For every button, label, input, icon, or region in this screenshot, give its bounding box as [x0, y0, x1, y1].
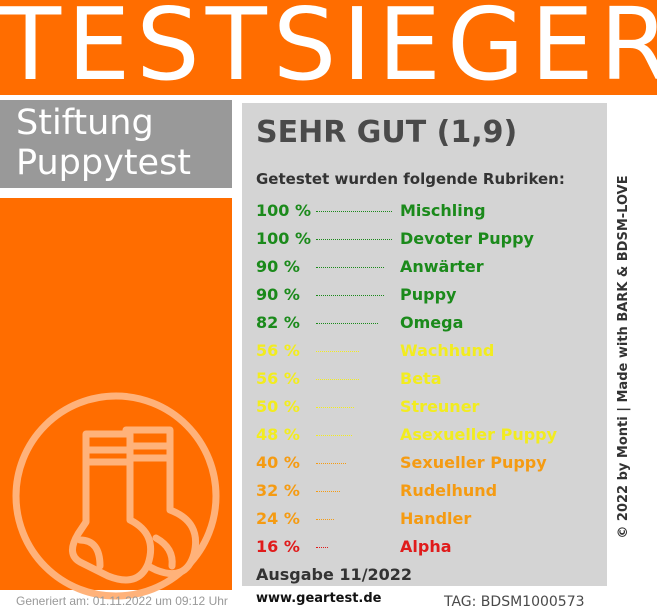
brand-name-line2: Puppytest — [16, 143, 192, 183]
rubric-category: Streuner — [400, 397, 480, 416]
rubric-category: Rudelhund — [400, 481, 498, 500]
rubric-category: Devoter Puppy — [400, 229, 534, 248]
rubric-leader-line — [316, 351, 359, 352]
rubric-category: Beta — [400, 369, 442, 388]
rubric-leader-line — [316, 519, 334, 520]
results-panel — [242, 103, 607, 586]
rubric-percent: 48 % — [256, 425, 300, 444]
brand-name-line1: Stiftung — [16, 103, 154, 143]
rubric-percent: 32 % — [256, 481, 300, 500]
rubric-category: Puppy — [400, 285, 457, 304]
rubric-category: Handler — [400, 509, 472, 528]
rubric-leader-line — [316, 407, 354, 408]
rubric-percent: 16 % — [256, 537, 300, 556]
rubric-percent: 40 % — [256, 453, 300, 472]
rubric-percent: 56 % — [256, 341, 300, 360]
rubric-leader-line — [316, 295, 384, 296]
rubric-category: Sexueller Puppy — [400, 453, 547, 472]
rubric-leader-line — [316, 211, 392, 212]
tag-id: TAG: BDSM1000573 — [444, 594, 585, 610]
rubric-percent: 50 % — [256, 397, 300, 416]
rubric-percent: 24 % — [256, 509, 300, 528]
grade-title: SEHR GUT (1,9) — [256, 115, 518, 150]
socks-icon — [12, 392, 220, 600]
rubrics-subtitle: Getestet wurden folgende Rubriken: — [256, 170, 565, 188]
rubric-leader-line — [316, 547, 328, 548]
rubric-percent: 90 % — [256, 257, 300, 276]
brand-box — [0, 100, 232, 188]
copyright-credit: © 2022 by Monti | Made with BARK & BDSM-… — [616, 175, 631, 539]
credit-column: © 2022 by Monti | Made with BARK & BDSM-… — [612, 103, 636, 611]
website: www.geartest.de — [256, 591, 382, 606]
rubric-category: Wachhund — [400, 341, 495, 360]
banner: TESTSIEGER — [0, 0, 657, 103]
rubric-percent: 56 % — [256, 369, 300, 388]
rubric-leader-line — [316, 463, 346, 464]
rubric-category: Omega — [400, 313, 464, 332]
banner-title: TESTSIEGER — [0, 0, 657, 103]
rubric-category: Anwärter — [400, 257, 484, 276]
edition: Ausgabe 11/2022 — [256, 565, 413, 584]
rubric-percent: 100 % — [256, 201, 311, 220]
rubric-percent: 100 % — [256, 229, 311, 248]
rubric-leader-line — [316, 435, 352, 436]
rubric-category: Mischling — [400, 201, 486, 220]
rubric-percent: 82 % — [256, 313, 300, 332]
generated-date: Generiert am: 01.11.2022 um 09:12 Uhr — [16, 594, 228, 608]
rubric-percent: 90 % — [256, 285, 300, 304]
rubric-leader-line — [316, 239, 392, 240]
rubric-leader-line — [316, 323, 378, 324]
rubric-leader-line — [316, 267, 384, 268]
rubric-category: Asexueller Puppy — [400, 425, 558, 444]
rubric-leader-line — [316, 491, 340, 492]
rubric-category: Alpha — [400, 537, 452, 556]
rubric-leader-line — [316, 379, 359, 380]
